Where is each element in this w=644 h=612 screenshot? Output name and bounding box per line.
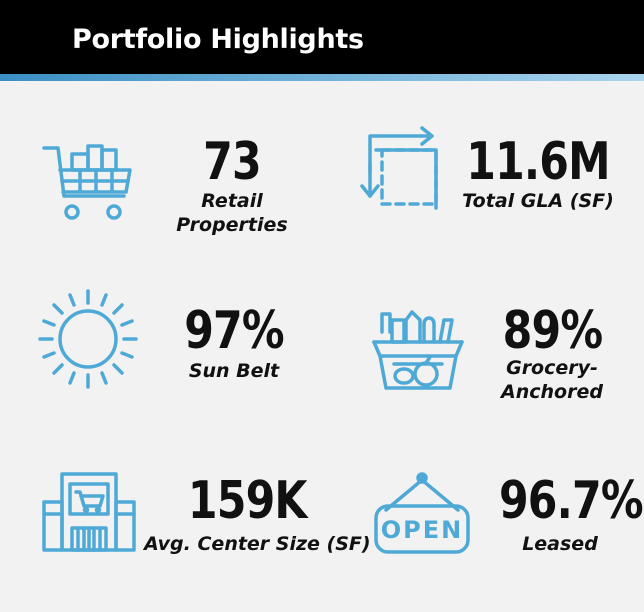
- open-sign-text: OPEN: [381, 516, 463, 544]
- stat-label: Grocery- Anchored: [501, 357, 603, 403]
- stat-label: Retail Properties: [176, 190, 288, 236]
- grocery-basket-icon: [372, 306, 464, 392]
- stat-label: Avg. Center Size (SF): [144, 533, 371, 555]
- open-sign-icon: OPEN: [374, 470, 472, 556]
- stat-label: Sun Belt: [188, 360, 280, 382]
- shopping-cart-icon: [42, 140, 134, 224]
- header-bar: Portfolio Highlights: [0, 0, 644, 74]
- stat-value: 89%: [502, 301, 603, 361]
- stat-value: 159K: [187, 471, 308, 531]
- stat-value: 96.7%: [498, 471, 644, 531]
- stat-value: 11.6M: [466, 132, 610, 192]
- header-accent-stripe: [0, 74, 644, 81]
- square-footage-icon: [360, 124, 450, 210]
- sun-icon: [36, 287, 140, 391]
- stat-value: 97%: [184, 301, 284, 361]
- stat-label: Leased: [522, 533, 598, 555]
- stat-value: 73: [203, 132, 262, 192]
- stat-label: Total GLA (SF): [462, 190, 614, 212]
- page-title: Portfolio Highlights: [72, 24, 364, 55]
- storefront-icon: [42, 472, 136, 552]
